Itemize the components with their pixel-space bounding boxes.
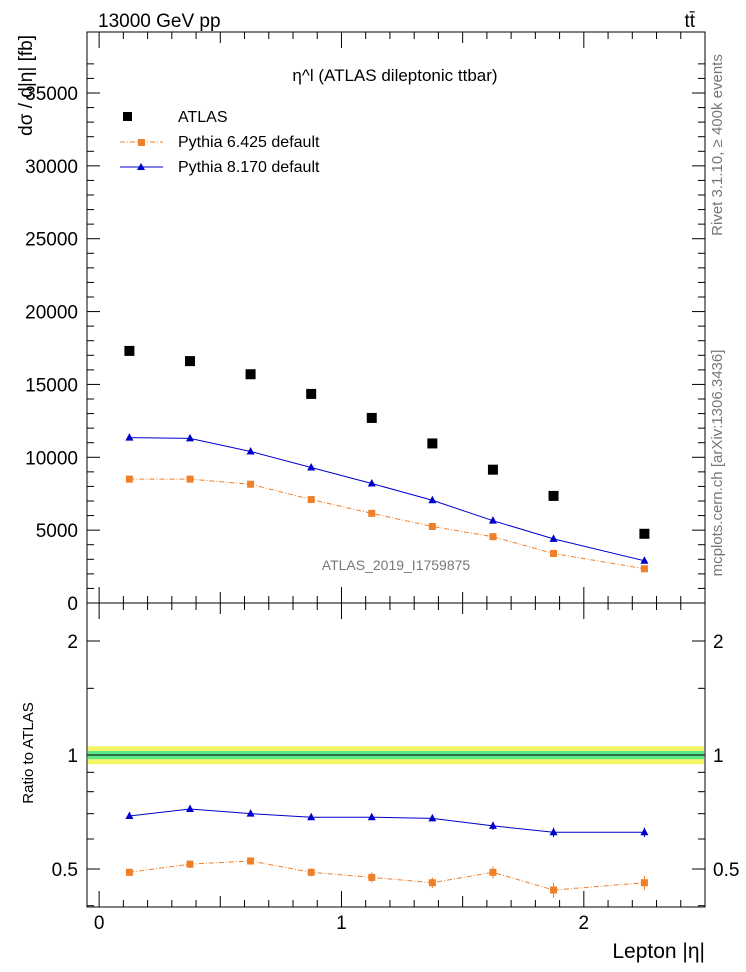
ratio-tick-label-right: 2	[713, 632, 724, 653]
x-tick-label: 1	[336, 913, 347, 934]
pythia8-ratio-point	[125, 811, 134, 820]
legend-marker-pythia8	[137, 163, 145, 170]
atlas-point	[548, 490, 559, 501]
pythia6-ratio-point	[247, 857, 255, 865]
legend-label-pythia8: Pythia 8.170 default	[178, 159, 320, 176]
pythia8-point	[428, 495, 437, 504]
pythia6-point	[428, 523, 436, 530]
y-tick-label: 30000	[25, 157, 78, 178]
pythia8-ratio-point	[428, 813, 437, 822]
mcplots-label: mcplots.cern.ch [arXiv:1306.3436]	[709, 350, 726, 577]
legend-marker-pythia6	[138, 139, 145, 146]
rivet-label: Rivet 3.1.10, ≥ 400k events	[709, 54, 726, 236]
y-tick-label: 5000	[36, 521, 78, 542]
collision-label: 13000 GeV pp	[98, 11, 221, 32]
pythia8-ratio-point	[549, 827, 558, 836]
x-tick-label: 2	[579, 913, 590, 934]
pythia8-point	[125, 433, 134, 441]
ratio-tick-label: 1	[67, 746, 78, 767]
pythia6-point	[550, 549, 558, 557]
pythia6-ratio-point	[428, 879, 436, 887]
pythia8-point	[367, 479, 376, 487]
pythia8-ratio-point	[246, 809, 255, 817]
pythia6-ratio-point	[125, 868, 133, 876]
x-tick-label: 0	[94, 913, 105, 934]
atlas-point	[245, 369, 256, 380]
pythia8-ratio-point	[367, 812, 376, 821]
main-panel: 0 5000 10000 15000 20000 25000 30000 35000	[25, 31, 706, 615]
pythia6-point	[125, 475, 133, 483]
pythia6-ratio-point	[640, 879, 648, 887]
ratio-panel: 0 1 2 0.5 0.5 1 1 2 2	[52, 602, 739, 934]
ratio-line-pythia6	[129, 860, 645, 891]
pythia8-point	[640, 556, 649, 564]
x-axis-label: Lepton |η|	[612, 940, 705, 963]
legend-label-pythia6: Pythia 6.425 default	[178, 134, 320, 151]
atlas-point	[366, 412, 377, 423]
pythia8-point	[488, 516, 497, 524]
pythia6-ratio-point	[307, 868, 315, 876]
y-tick-label: 20000	[25, 303, 78, 324]
pythia8-point	[186, 433, 194, 442]
pythia8-ratio-point	[307, 812, 316, 821]
plot-title: η^l (ATLAS dileptonic ttbar)	[292, 66, 497, 85]
pythia8-point	[549, 534, 558, 542]
pythia6-point	[368, 509, 376, 517]
series-line-pythia8	[129, 437, 645, 562]
y-axis-label: dσ / d|η| [fb]	[16, 35, 37, 136]
ratio-tick-label: 2	[67, 632, 78, 653]
ratio-tick-label-right: 0.5	[713, 860, 739, 881]
atlas-point	[185, 356, 195, 367]
pythia6-point	[247, 480, 255, 488]
legend: ATLAS Pythia 6.425 default Pythia 8.170 …	[120, 109, 320, 176]
y-tick-label: 35000	[25, 84, 78, 105]
pythia8-point	[246, 446, 255, 455]
pythia6-point	[186, 475, 194, 483]
y-tick-label: 25000	[25, 230, 78, 251]
pythia8-ratio-point	[640, 827, 649, 836]
pythia6-ratio-point	[368, 873, 376, 881]
ratio-tick-label: 0.5	[52, 860, 78, 881]
ratio-axis-label: Ratio to ATLAS	[20, 702, 37, 803]
pythia6-point	[489, 533, 497, 541]
pythia8-point	[307, 462, 316, 471]
atlas-point	[487, 464, 498, 475]
pythia6-point	[307, 496, 315, 504]
legend-label-atlas: ATLAS	[178, 109, 228, 126]
atlas-point	[639, 528, 650, 539]
legend-marker-atlas	[123, 112, 132, 121]
pythia8-ratio-point	[186, 804, 194, 813]
analysis-watermark: ATLAS_2019_I1759875	[322, 557, 471, 573]
pythia6-point	[640, 565, 648, 573]
series-line-pythia6	[129, 478, 645, 570]
y-tick-label: 10000	[25, 448, 78, 469]
ratio-line-pythia8	[129, 808, 645, 833]
atlas-point	[306, 388, 317, 399]
pythia6-ratio-point	[550, 886, 558, 894]
process-label: tt̄	[684, 11, 695, 32]
pythia6-ratio-point	[489, 868, 497, 876]
pythia8-ratio-point	[488, 821, 497, 829]
ratio-tick-label-right: 1	[713, 746, 724, 767]
y-tick-label: 15000	[25, 375, 78, 396]
atlas-point	[124, 345, 135, 356]
pythia6-ratio-point	[186, 860, 194, 868]
y-tick-label: 0	[67, 594, 78, 615]
atlas-point	[427, 438, 438, 449]
